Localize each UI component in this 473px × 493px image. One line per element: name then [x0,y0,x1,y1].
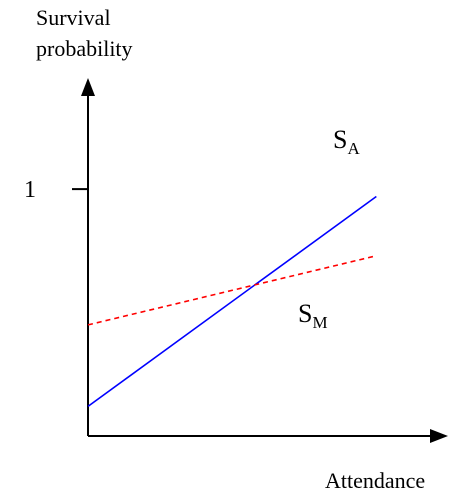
series-label-main: S [333,125,347,154]
series-line-sm [88,256,376,325]
series-label-sa: SA [333,125,360,158]
series-label-subscript: A [347,139,360,158]
series-label-sm: SM [298,299,328,332]
y-axis-title-line2: probability [36,36,133,61]
series-line-sa [88,197,376,407]
x-axis-title: Attendance [325,468,425,493]
series-label-main: S [298,299,312,328]
y-axis-title-line1: Survival [36,5,111,30]
series-label-subscript: M [312,313,327,332]
y-ticks: 1 [24,177,88,203]
y-tick-label: 1 [24,177,36,203]
x-axis-arrowhead [430,429,448,443]
y-axis-arrowhead [81,78,95,96]
